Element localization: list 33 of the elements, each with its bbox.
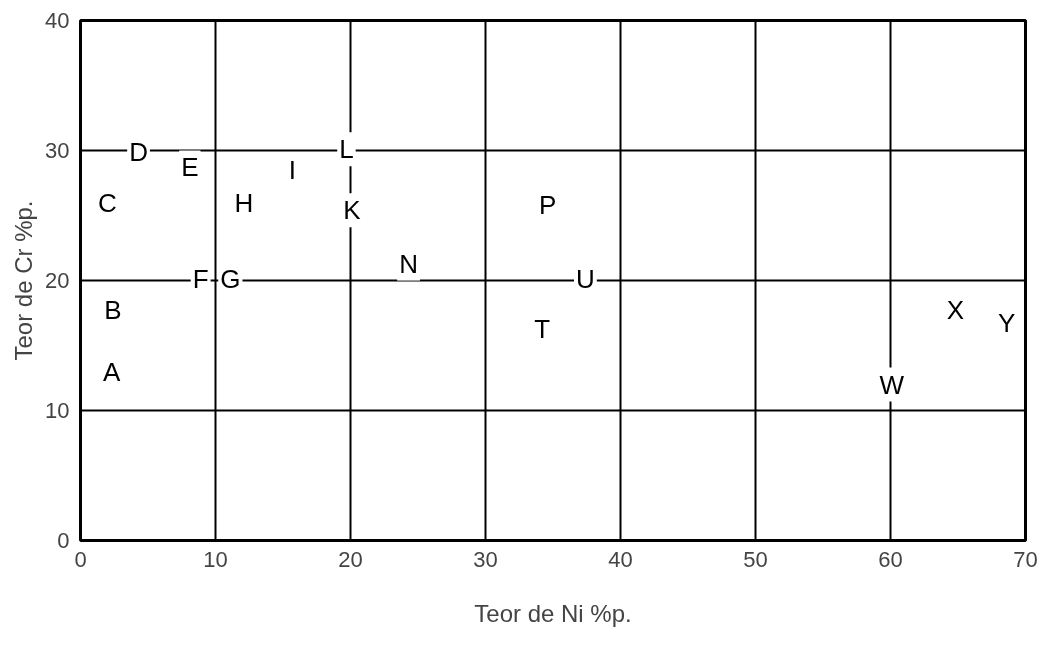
annotation: C bbox=[98, 187, 117, 218]
annotation: B bbox=[104, 295, 122, 326]
x-tick-label: 30 bbox=[473, 546, 498, 572]
x-axis-title: Teor de Ni %p. bbox=[474, 599, 632, 627]
y-tick-label: 30 bbox=[45, 138, 70, 163]
annotation: W bbox=[879, 369, 905, 400]
annotation: F bbox=[192, 264, 209, 295]
y-axis-title: Teor de Cr %p. bbox=[10, 200, 38, 361]
annotation: I bbox=[288, 155, 297, 185]
annotation: A bbox=[102, 356, 121, 387]
annotation: X bbox=[946, 295, 964, 326]
annotation: N bbox=[399, 248, 418, 279]
annotation: K bbox=[343, 195, 362, 226]
x-tick-label: 70 bbox=[1013, 546, 1038, 572]
x-tick-label: 60 bbox=[878, 546, 903, 572]
annotation: D bbox=[129, 136, 148, 167]
x-tick-label: 20 bbox=[338, 546, 363, 572]
annotation: E bbox=[181, 152, 199, 183]
y-tick-label: 10 bbox=[45, 398, 70, 423]
annotation: H bbox=[234, 187, 254, 218]
y-tick-label: 20 bbox=[45, 268, 70, 293]
annotation: L bbox=[339, 134, 354, 165]
annotation: T bbox=[534, 313, 551, 344]
y-tick-label: 0 bbox=[57, 528, 70, 553]
x-tick-label: 50 bbox=[743, 546, 768, 572]
x-tick-label: 10 bbox=[203, 546, 228, 572]
annotation: Y bbox=[997, 308, 1016, 339]
annotation: U bbox=[576, 264, 595, 295]
annotation: P bbox=[538, 190, 557, 221]
y-tick-label: 40 bbox=[45, 8, 70, 33]
x-tick-label: 40 bbox=[608, 546, 633, 572]
annotation: G bbox=[220, 264, 241, 295]
x-tick-label: 0 bbox=[74, 546, 87, 572]
